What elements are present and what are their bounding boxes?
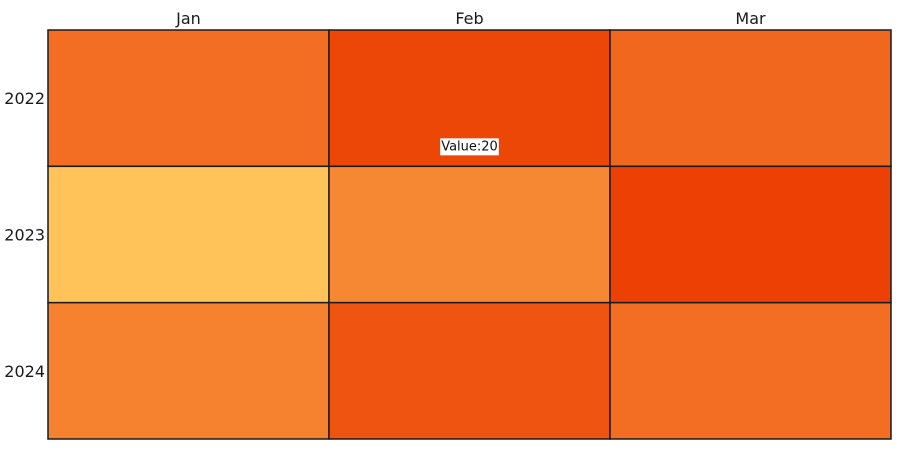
tooltip-background xyxy=(440,138,499,156)
heatmap-cell-2023-jan[interactable] xyxy=(47,165,330,304)
heatmap-cell-2022-jan[interactable] xyxy=(47,29,330,168)
heatmap-cell-2024-jan[interactable] xyxy=(47,301,330,440)
heatmap-cells xyxy=(47,29,892,440)
row-label-2024: 2024 xyxy=(4,362,45,381)
column-label-feb: Feb xyxy=(455,9,483,28)
heatmap-cell-2023-feb[interactable] xyxy=(328,165,611,304)
column-labels: Jan Feb Mar xyxy=(175,9,766,28)
row-label-2023: 2023 xyxy=(4,226,45,245)
heatmap-cell-2023-mar[interactable] xyxy=(609,165,892,304)
row-label-2022: 2022 xyxy=(4,89,45,108)
heatmap-cell-2024-feb[interactable] xyxy=(328,301,611,440)
column-label-mar: Mar xyxy=(735,9,766,28)
column-label-jan: Jan xyxy=(175,9,201,28)
value-tooltip: Value:20 xyxy=(440,138,499,156)
heatmap-cell-2024-mar[interactable] xyxy=(609,301,892,440)
tooltip-label: Value:20 xyxy=(441,139,498,154)
row-labels: 2022 2023 2024 xyxy=(4,89,45,381)
heatmap-cell-2022-mar[interactable] xyxy=(609,29,892,168)
